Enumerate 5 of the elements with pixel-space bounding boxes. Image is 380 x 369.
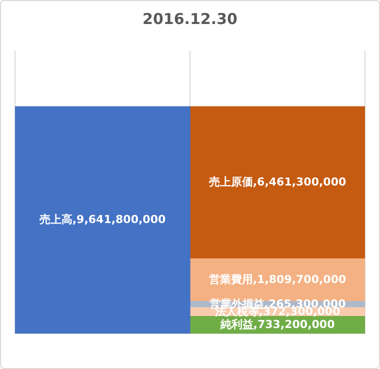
chart-title: 2016.12.30 xyxy=(142,10,238,28)
data-label: 売上高,9,641,800,000 xyxy=(39,212,166,226)
data-label: 純利益,733,200,000 xyxy=(219,318,336,331)
data-label: 売上原価,6,461,300,000 xyxy=(208,175,346,188)
data-label: 営業費用,1,809,700,000 xyxy=(208,272,346,286)
